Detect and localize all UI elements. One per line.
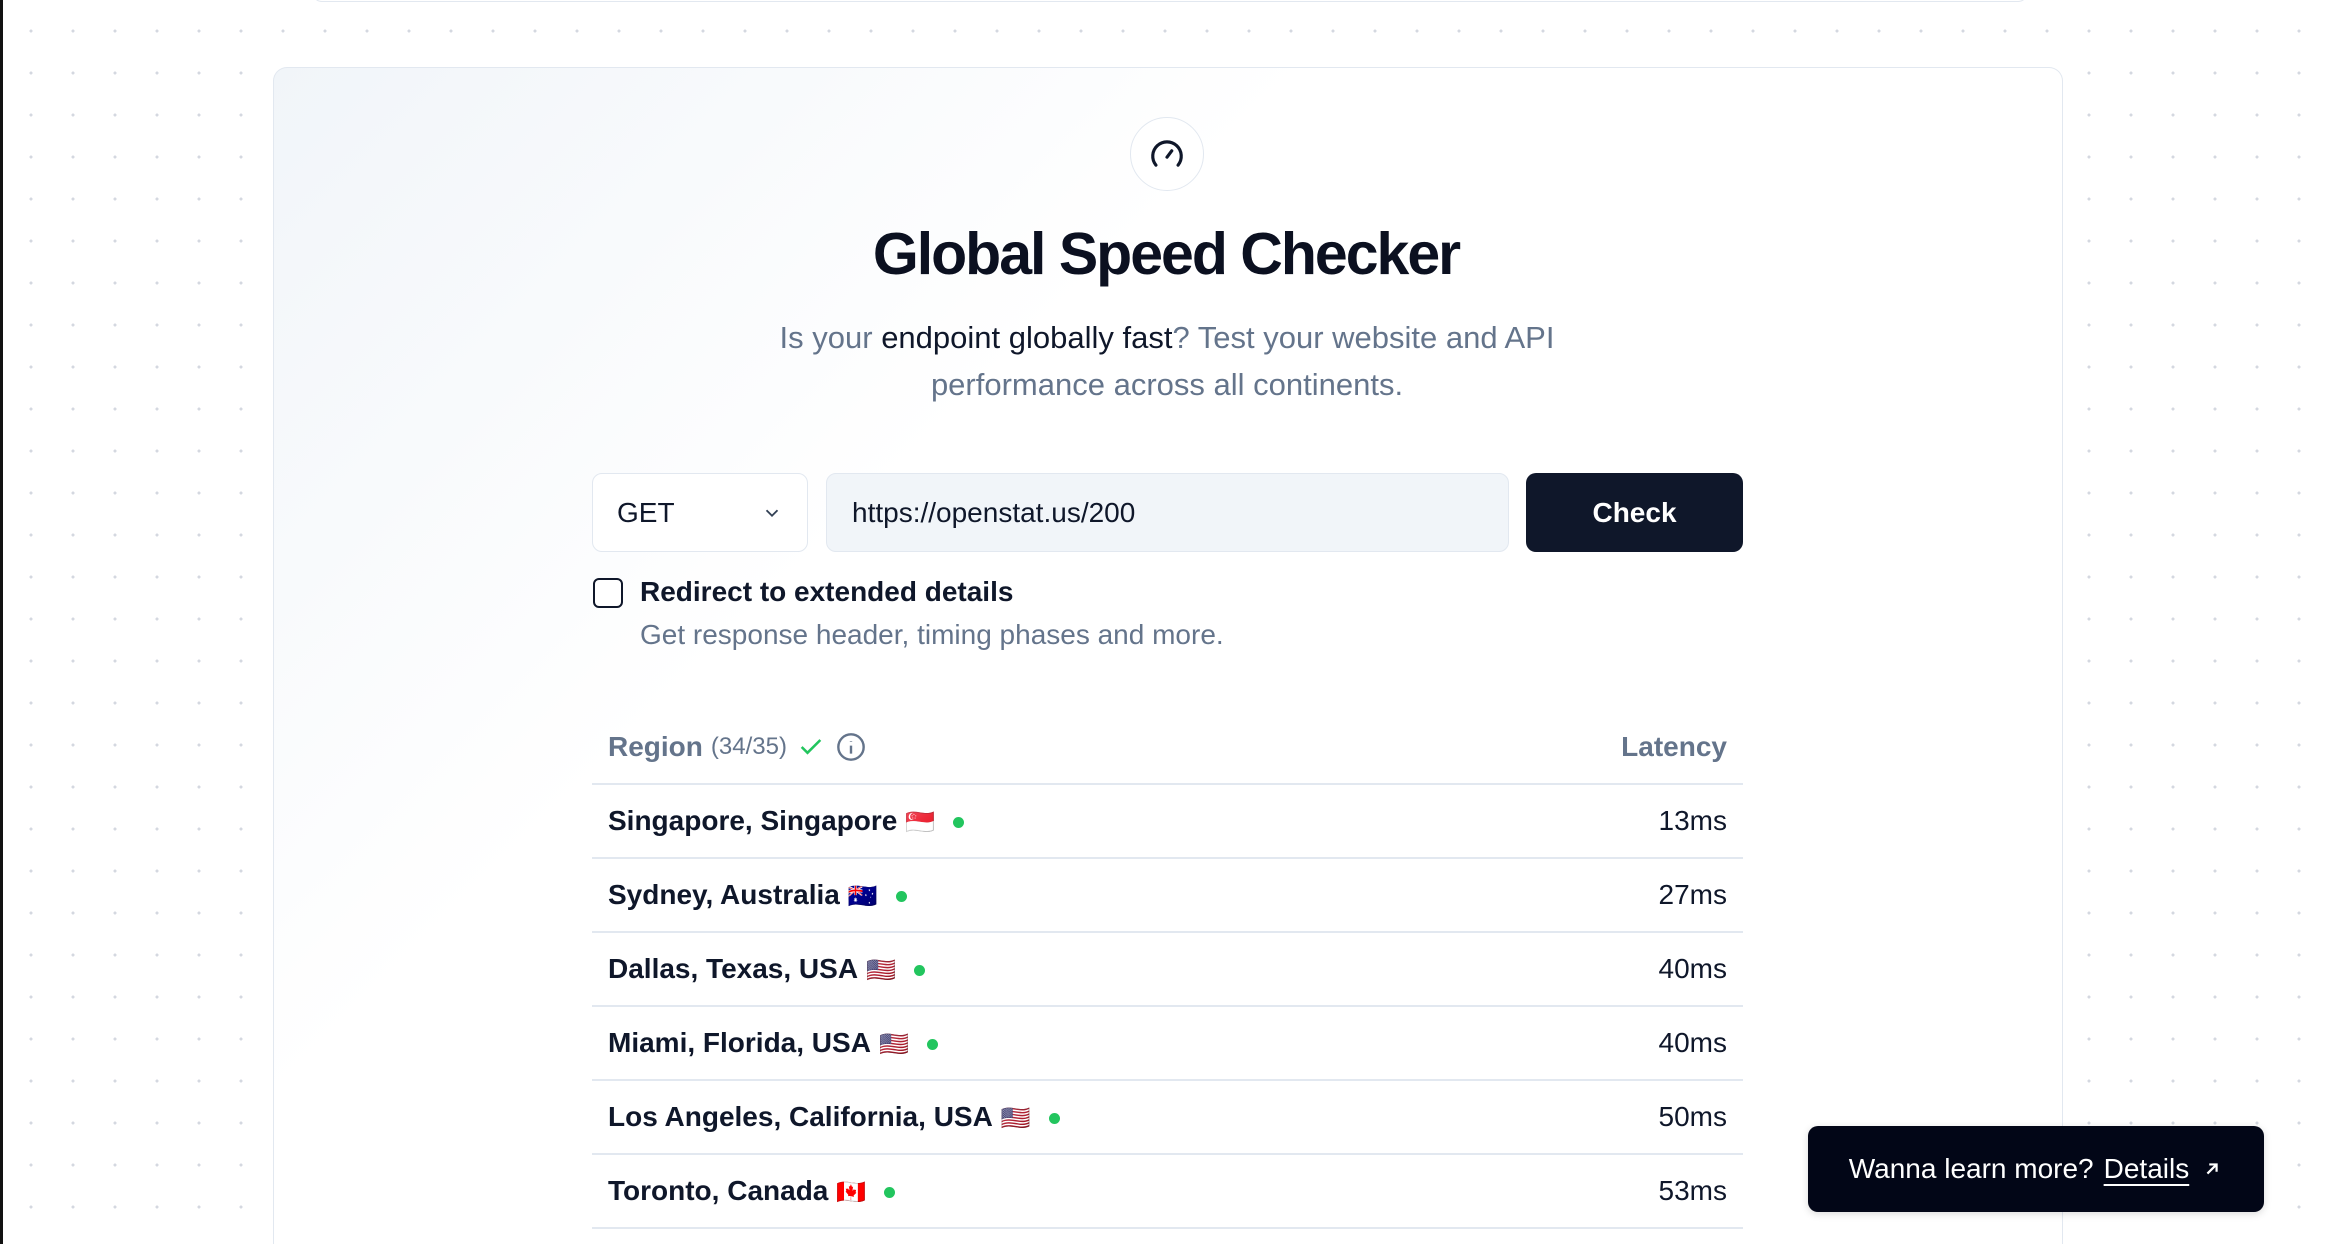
info-icon[interactable] [835,731,867,763]
redirect-description: Get response header, timing phases and m… [640,619,1224,650]
results-table: Region (34/35) Latency Singapore, Singap… [592,710,1743,1229]
gauge-icon [1130,117,1204,191]
latency-header[interactable]: Latency [1621,730,1727,762]
latency-value: 40ms [1658,953,1727,984]
speed-checker-card [273,67,2063,1244]
status-dot [913,965,925,977]
table-row: Dallas, Texas, USA 🇺🇸 40ms [592,933,1743,1007]
region-name: Los Angeles, California, USA [608,1101,993,1132]
table-row: Los Angeles, California, USA 🇺🇸 50ms [592,1081,1743,1155]
region-count: (34/35) [710,732,787,760]
table-header: Region (34/35) Latency [592,710,1743,785]
toast-text: Wanna learn more? [1848,1153,2094,1184]
flag-icon: 🇺🇸 [866,957,896,984]
latency-value: 50ms [1658,1101,1727,1132]
learn-more-toast: Wanna learn more? Details [1808,1126,2264,1212]
table-row: Singapore, Singapore 🇸🇬 13ms [592,785,1743,859]
status-dot [1048,1113,1060,1125]
status-dot [953,817,965,829]
latency-value: 40ms [1658,1027,1727,1058]
redirect-checkbox[interactable] [593,578,623,608]
status-dot [895,891,907,903]
table-row: Toronto, Canada 🇨🇦 53ms [592,1155,1743,1229]
chevron-down-icon [765,509,779,517]
region-name: Dallas, Texas, USA [608,953,859,984]
latency-value: 27ms [1658,879,1727,910]
status-dot [926,1039,938,1051]
flag-icon: 🇸🇬 [905,809,936,836]
status-dot [884,1187,896,1199]
check-button[interactable]: Check [1526,473,1743,552]
region-name: Toronto, Canada [608,1175,829,1206]
region-name: Singapore, Singapore [608,805,898,836]
check-icon [800,738,822,755]
flag-icon: 🇦🇺 [847,883,878,910]
flag-icon: 🇺🇸 [1000,1105,1031,1132]
table-row: Miami, Florida, USA 🇺🇸 40ms [592,1007,1743,1081]
flag-icon: 🇨🇦 [836,1179,867,1206]
page-subtitle: Is your endpoint globally fast? Test you… [779,320,1555,402]
method-value: GET [617,496,675,528]
url-input[interactable] [826,473,1509,552]
method-select[interactable]: GET [592,473,808,552]
table-row: Sydney, Australia 🇦🇺 27ms [592,859,1743,933]
page-title: Global Speed Checker [872,221,1461,287]
latency-value: 53ms [1658,1175,1727,1206]
redirect-label[interactable]: Redirect to extended details [640,576,1014,607]
top-navbar [312,0,2028,2]
flag-icon: 🇺🇸 [878,1031,909,1058]
region-name: Miami, Florida, USA [608,1027,871,1058]
region-name: Sydney, Australia [608,879,840,910]
region-header[interactable]: Region [608,730,703,762]
arrow-up-right-icon [2206,1163,2218,1175]
details-link[interactable]: Details [2103,1153,2190,1184]
latency-value: 13ms [1658,805,1727,836]
